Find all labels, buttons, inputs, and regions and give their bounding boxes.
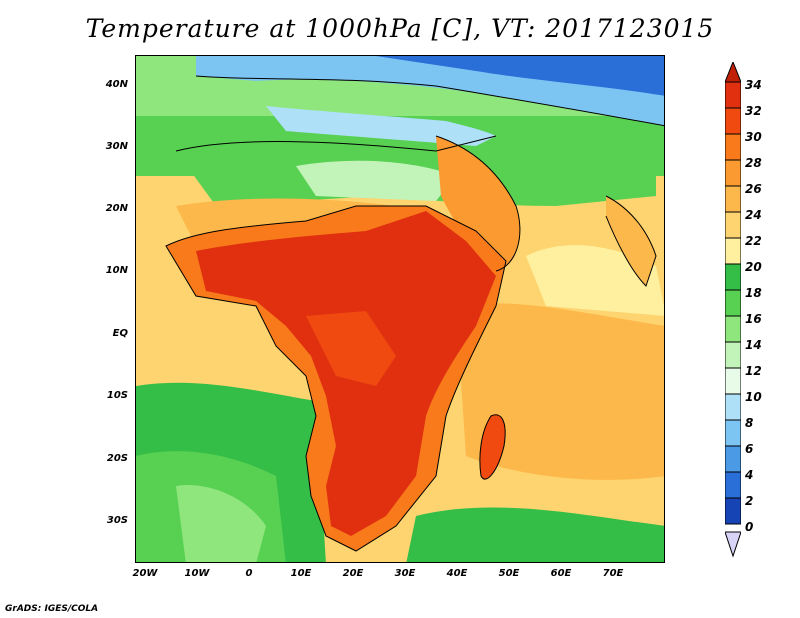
map-panel[interactable] [135,55,665,563]
lon-label: 20E [342,568,364,579]
lat-label: 30S [106,515,128,526]
lon-label: 70E [602,568,624,579]
colorbar-label: 14 [745,338,762,352]
mediterranean [266,106,496,146]
lat-label: EQ [112,328,128,339]
indian-ocean-warm [456,303,664,480]
temperature-field [136,56,664,562]
sahara-light [296,160,456,201]
colorbar-segment [725,341,741,369]
colorbar-segment [725,211,741,239]
lon-label: 10W [184,568,210,579]
colorbar-label: 30 [745,130,762,144]
grads-credit: GrADS: IGES/COLA [5,604,99,614]
colorbar-label: 2 [745,494,754,508]
lon-label: 20W [132,568,158,579]
colorbar-segment [725,133,741,161]
colorbar-label: 18 [745,286,762,300]
africa-coastline [165,205,507,552]
madagascar [479,414,506,480]
lat-label: 20N [105,203,128,214]
colorbar-segment [725,185,741,213]
colorbar-segment [725,367,741,395]
colorbar-label: 8 [745,416,754,430]
congo-warm [306,311,396,386]
colorbar-segments [725,81,741,525]
colorbar-bottom-arrow [725,531,741,558]
lon-label: 30E [394,568,416,579]
colorbar-segment [725,107,741,135]
colorbar-label: 6 [745,442,754,456]
colorbar [725,62,741,558]
lon-label: 50E [498,568,520,579]
europe-colder [376,56,664,96]
lat-label: 40N [105,79,128,90]
map-title: Temperature at 1000hPa [C], VT: 20171230… [85,14,715,43]
colorbar-label: 10 [745,390,762,404]
lon-label: 0 [245,568,253,579]
colorbar-label: 16 [745,312,762,326]
colorbar-label: 0 [745,520,754,534]
colorbar-label: 26 [745,182,762,196]
south-atlantic-coolest [176,485,266,562]
south-indian-cool [406,507,664,562]
colorbar-label: 20 [745,260,762,274]
north-africa-coast [175,135,497,152]
europe-coastline [195,75,664,127]
colorbar-segment [725,393,741,421]
colorbar-top-arrow [725,62,741,83]
india-coastline [605,195,657,287]
arabia-warm [436,136,520,271]
colorbar-segment [725,419,741,447]
colorbar-label: 22 [745,234,762,248]
colorbar-label: 34 [745,78,762,92]
arabia-coastline [435,135,521,272]
colorbar-segment [725,81,741,109]
lat-label: 30N [105,141,128,152]
lat-label: 10S [106,390,128,401]
colorbar-segment [725,445,741,473]
lon-label: 40E [446,568,468,579]
colorbar-segment [725,497,741,525]
madagascar-coast [479,414,506,480]
colorbar-label: 24 [745,208,762,222]
lon-label: 60E [550,568,572,579]
colorbar-label: 32 [745,104,762,118]
colorbar-segment [725,263,741,291]
colorbar-label: 12 [745,364,762,378]
colorbar-label: 4 [745,468,754,482]
india-warm [606,196,656,286]
colorbar-label: 28 [745,156,762,170]
colorbar-segment [725,471,741,499]
colorbar-segment [725,237,741,265]
colorbar-segment [725,159,741,187]
colorbar-segment [725,315,741,343]
lat-label: 20S [106,453,128,464]
lon-label: 10E [290,568,312,579]
colorbar-segment [725,289,741,317]
lat-label: 10N [105,265,128,276]
